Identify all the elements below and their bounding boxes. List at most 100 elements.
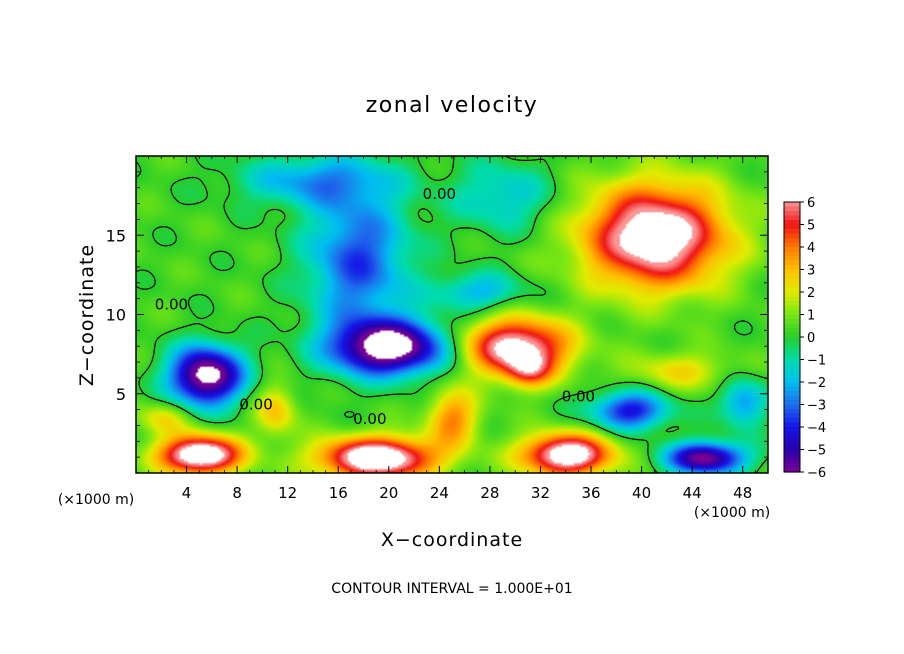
x-tick-label: 8 — [232, 484, 242, 502]
colorbar-swatch — [784, 224, 800, 230]
colorbar-swatch — [784, 404, 800, 410]
x-tick-label: 48 — [733, 484, 752, 502]
contour-labels: 0.00 0.00 0.00 0.00 0.00 — [155, 185, 595, 428]
x-tick-label: 36 — [581, 484, 600, 502]
colorbar-swatch — [784, 229, 800, 235]
x-tick-label: 16 — [329, 484, 348, 502]
colorbar-swatch — [784, 364, 800, 370]
y-axis-label: Z−coordinate — [76, 244, 98, 386]
colorbar-swatch — [784, 323, 800, 329]
colorbar-swatch — [784, 256, 800, 262]
x-tick-label: 24 — [430, 484, 449, 502]
colorbar-tick-label: 3 — [807, 264, 815, 279]
colorbar-swatch — [784, 440, 800, 446]
colorbar-swatch — [784, 341, 800, 347]
colorbar-swatch — [784, 269, 800, 275]
x-tick-label: 12 — [278, 484, 297, 502]
colorbar-swatch — [784, 242, 800, 248]
colorbar-swatch — [784, 247, 800, 253]
colorbar-swatch — [784, 395, 800, 401]
colorbar-swatch — [784, 233, 800, 239]
z-axis-unit: (×1000 m) — [58, 492, 134, 508]
colorbar-swatch — [784, 260, 800, 266]
colorbar-tick-label: 2 — [807, 286, 815, 301]
colorbar-swatch — [784, 413, 800, 419]
contour-interval-note: CONTOUR INTERVAL = 1.000E+01 — [331, 581, 572, 597]
colorbar-swatch — [784, 278, 800, 284]
colorbar-swatch — [784, 206, 800, 212]
x-tick-label: 44 — [683, 484, 702, 502]
colorbar-swatch — [784, 418, 800, 424]
colorbar-tick-label: 4 — [807, 241, 815, 256]
colorbar-swatch — [784, 346, 800, 352]
colorbar-swatch — [784, 238, 800, 244]
x-axis-label: X−coordinate — [381, 529, 523, 551]
colorbar-tick-label: −3 — [807, 399, 826, 414]
colorbar-swatch — [784, 409, 800, 415]
colorbar: 6 5 4 3 2 1 0 −1 −2 −3 −4 −5 −6 — [783, 196, 826, 481]
colorbar-swatch — [784, 220, 800, 226]
colorbar-swatch — [784, 422, 800, 428]
colorbar-swatch — [784, 274, 800, 280]
colorbar-swatch — [784, 436, 800, 442]
contour-label: 0.00 — [239, 396, 272, 414]
colorbar-swatch — [784, 292, 800, 298]
colorbar-swatch — [784, 305, 800, 311]
colorbar-tick-label: −1 — [807, 354, 826, 369]
y-tick-label: 10 — [106, 306, 126, 325]
colorbar-swatch — [784, 265, 800, 271]
contour-lines — [136, 156, 768, 473]
colorbar-swatch — [784, 202, 800, 208]
colorbar-swatch — [784, 431, 800, 437]
contour-label: 0.00 — [562, 388, 595, 406]
colorbar-tick-label: −5 — [807, 444, 826, 459]
contour-label: 0.00 — [423, 185, 456, 203]
y-tick-label: 5 — [116, 385, 126, 404]
colorbar-tick-label: 6 — [807, 196, 815, 211]
colorbar-tick-label: 5 — [807, 219, 815, 234]
x-tick-label: 4 — [182, 484, 192, 502]
colorbar-swatch — [784, 251, 800, 257]
colorbar-tick-label: −4 — [807, 421, 826, 436]
colorbar-swatch — [784, 310, 800, 316]
colorbar-tick-label: 1 — [807, 309, 815, 324]
colorbar-swatch — [784, 319, 800, 325]
colorbar-tick-label: −6 — [807, 466, 826, 481]
contour-label: 0.00 — [353, 410, 386, 428]
x-axis: 4 8 12 16 20 24 28 32 36 40 44 48 — [148, 156, 756, 502]
colorbar-swatch — [784, 454, 800, 460]
colorbar-swatch — [784, 283, 800, 289]
colorbar-swatch — [784, 301, 800, 307]
colorbar-swatch — [784, 332, 800, 338]
colorbar-swatch — [784, 377, 800, 383]
colorbar-swatch — [784, 350, 800, 356]
contour-zero — [136, 156, 768, 473]
colorbar-tick-label: 0 — [807, 331, 815, 346]
colorbar-swatch — [784, 296, 800, 302]
colorbar-swatch — [784, 287, 800, 293]
colorbar-swatch — [784, 445, 800, 451]
colorbar-swatch — [784, 458, 800, 464]
heatmap-field — [136, 156, 768, 473]
x-tick-label: 32 — [531, 484, 550, 502]
colorbar-swatch — [784, 463, 800, 469]
colorbar-swatch — [784, 400, 800, 406]
x-tick-label: 40 — [632, 484, 651, 502]
y-axis: 5 10 15 — [106, 171, 768, 458]
colorbar-swatch — [784, 427, 800, 433]
x-tick-label: 20 — [379, 484, 398, 502]
colorbar-swatch — [784, 382, 800, 388]
colorbar-swatch — [784, 449, 800, 455]
colorbar-swatch — [784, 211, 800, 217]
colorbar-swatch — [784, 328, 800, 334]
x-tick-label: 28 — [480, 484, 499, 502]
colorbar-swatch — [784, 337, 800, 343]
y-tick-label: 15 — [106, 226, 126, 245]
colorbar-swatch — [784, 355, 800, 361]
colorbar-swatch — [784, 391, 800, 397]
colorbar-swatch — [784, 373, 800, 379]
colorbar-swatch — [784, 386, 800, 392]
contour-label: 0.00 — [155, 296, 188, 314]
chart-title: zonal velocity — [366, 93, 539, 118]
